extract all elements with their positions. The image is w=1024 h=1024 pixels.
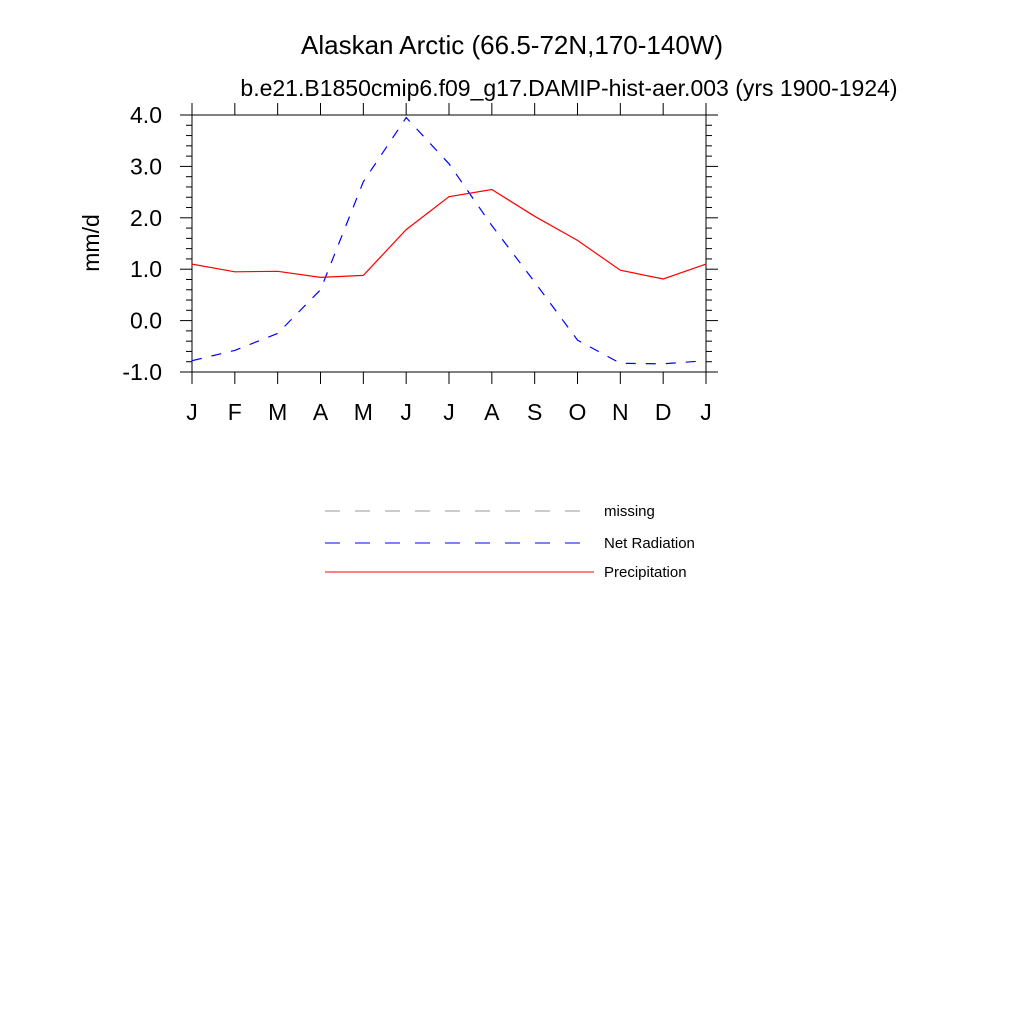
x-tick-label: J [700,399,712,425]
chart-title: Alaskan Arctic (66.5-72N,170-140W) [301,30,723,60]
x-tick-label: J [400,399,412,425]
y-tick-label: 1.0 [130,256,162,282]
x-tick-label: M [268,399,287,425]
y-tick-label: 0.0 [130,308,162,334]
series-layer [191,116,707,365]
legend-label: Net Radiation [604,535,695,552]
y-tick-label: 4.0 [130,102,162,128]
y-tick-label: 2.0 [130,205,162,231]
y-tick-label: -1.0 [122,359,162,385]
x-tick-label: F [228,399,242,425]
x-tick-label: A [484,399,500,425]
series-line-net-radiation [191,116,707,365]
plot-frame [191,114,707,373]
x-tick-label: J [443,399,455,425]
y-axis-label: mm/d [78,214,104,272]
legend: missing Net Radiation Precipitation [325,503,695,581]
x-tick-label: D [655,399,672,425]
y-tick-labels: 4.0 3.0 2.0 1.0 0.0 -1.0 [122,102,162,385]
x-tick-label: N [612,399,629,425]
legend-label: Precipitation [604,564,687,581]
y-tick-label: 3.0 [130,153,162,179]
x-tick-label: A [313,399,329,425]
x-tick-label: S [527,399,542,425]
x-tick-label: M [354,399,373,425]
series-line-precipitation [191,188,707,280]
legend-label: missing [604,503,655,520]
x-tick-label: O [569,399,587,425]
axis-ticks [180,103,718,384]
chart-subtitle: b.e21.B1850cmip6.f09_g17.DAMIP-hist-aer.… [240,75,897,101]
x-tick-label: J [186,399,198,425]
